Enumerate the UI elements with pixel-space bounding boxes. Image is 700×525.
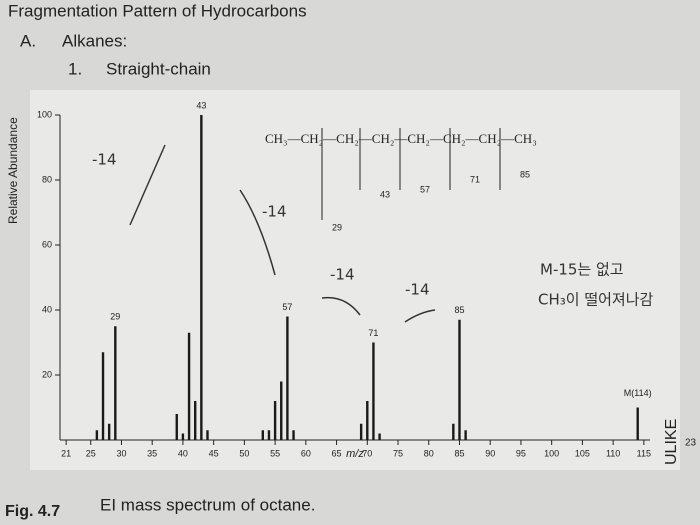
brand: ULIKE	[663, 419, 680, 465]
y-tick-label: 60	[42, 239, 52, 249]
peak	[261, 430, 265, 440]
x-tick-label: 80	[424, 448, 434, 458]
x-tick-label: 85	[454, 448, 464, 458]
peak	[95, 430, 99, 440]
page-number: 23	[685, 438, 697, 449]
fragment-mass: 29	[332, 222, 342, 232]
handwritten-note: -14	[330, 266, 355, 284]
x-tick-label: 75	[393, 448, 403, 458]
x-tick-label: 55	[270, 448, 280, 458]
section-marker: A.	[20, 31, 36, 50]
x-tick-label: 40	[178, 448, 188, 458]
peak	[206, 430, 209, 440]
subsection: Straight-chain	[106, 59, 211, 78]
x-tick-label: 50	[239, 448, 249, 458]
x-tick-label: 60	[301, 448, 311, 458]
chart-panel	[30, 90, 680, 470]
peak	[114, 326, 117, 440]
x-tick-label: 100	[544, 448, 559, 458]
x-tick-label: 110	[606, 448, 620, 458]
peak-label: 57	[282, 302, 292, 312]
section: Alkanes:	[62, 31, 127, 50]
y-tick-label: 80	[42, 174, 52, 184]
peak-label: 29	[110, 312, 120, 322]
handwritten-note: -14	[262, 203, 287, 221]
x-tick-label: 70	[362, 448, 372, 458]
peak	[200, 115, 203, 440]
peak	[175, 414, 178, 440]
peak-label: 71	[368, 328, 378, 338]
peak	[267, 430, 271, 440]
peak	[372, 342, 375, 440]
arrow-4	[404, 309, 436, 323]
x-tick-label: 35	[147, 448, 157, 458]
peak	[101, 352, 105, 440]
x-tick-label: 65	[332, 448, 342, 458]
x-tick-label: 115	[637, 448, 651, 458]
fragment-mass: 57	[420, 184, 430, 194]
caption-label: Fig. 4.7	[5, 503, 60, 520]
peak	[286, 316, 289, 440]
y-tick-label: 40	[42, 304, 52, 314]
structure-formula: CH₃—CH₂—CH₂—CH₂—CH₂—CH₂—CH₂—CH₃	[265, 131, 537, 146]
peak	[273, 401, 277, 440]
y-tick-label: 100	[37, 109, 52, 119]
x-tick-label: 45	[209, 448, 219, 458]
x-tick-label: 105	[575, 448, 590, 458]
x-tick-label: 90	[485, 448, 495, 458]
handwritten-note: CH₃이 떨어져나감	[538, 291, 654, 309]
arrow-2	[239, 189, 276, 276]
peak	[366, 401, 369, 440]
peak	[280, 381, 283, 440]
caption-text: EI mass spectrum of octane.	[100, 495, 315, 514]
peak	[464, 430, 467, 440]
peak	[359, 423, 363, 440]
peak	[636, 407, 639, 440]
peak	[187, 332, 191, 440]
x-axis-label: m/z	[346, 448, 364, 460]
handwritten-note: -14	[92, 151, 117, 169]
arrow-3	[321, 296, 361, 316]
fragment-mass: 43	[380, 189, 390, 199]
y-axis-label: Relative Abundance	[6, 117, 20, 224]
peak	[194, 401, 197, 440]
peak	[181, 433, 185, 440]
handwritten-note: -14	[405, 281, 430, 299]
subsection-marker: 1.	[68, 59, 82, 78]
x-tick-label: 25	[86, 448, 96, 458]
peak	[107, 423, 111, 440]
peak	[458, 319, 461, 440]
fragment-mass: 71	[470, 174, 480, 184]
peak-label: 43	[196, 100, 206, 110]
molecular-ion-label: M(114)	[624, 388, 652, 398]
x-tick-label: 95	[516, 448, 526, 458]
y-tick-label: 20	[42, 369, 52, 379]
peak	[292, 430, 295, 440]
peak-label: 85	[454, 305, 464, 315]
x-tick-label: 21	[61, 448, 71, 458]
handwritten-note: M-15는 없고	[540, 261, 624, 279]
peak	[452, 423, 455, 440]
x-tick-label: 30	[116, 448, 126, 458]
fragment-mass: 85	[520, 169, 530, 179]
header-title: Fragmentation Pattern of Hydrocarbons	[8, 1, 307, 20]
peak	[378, 433, 381, 440]
arrow-1	[129, 144, 166, 226]
